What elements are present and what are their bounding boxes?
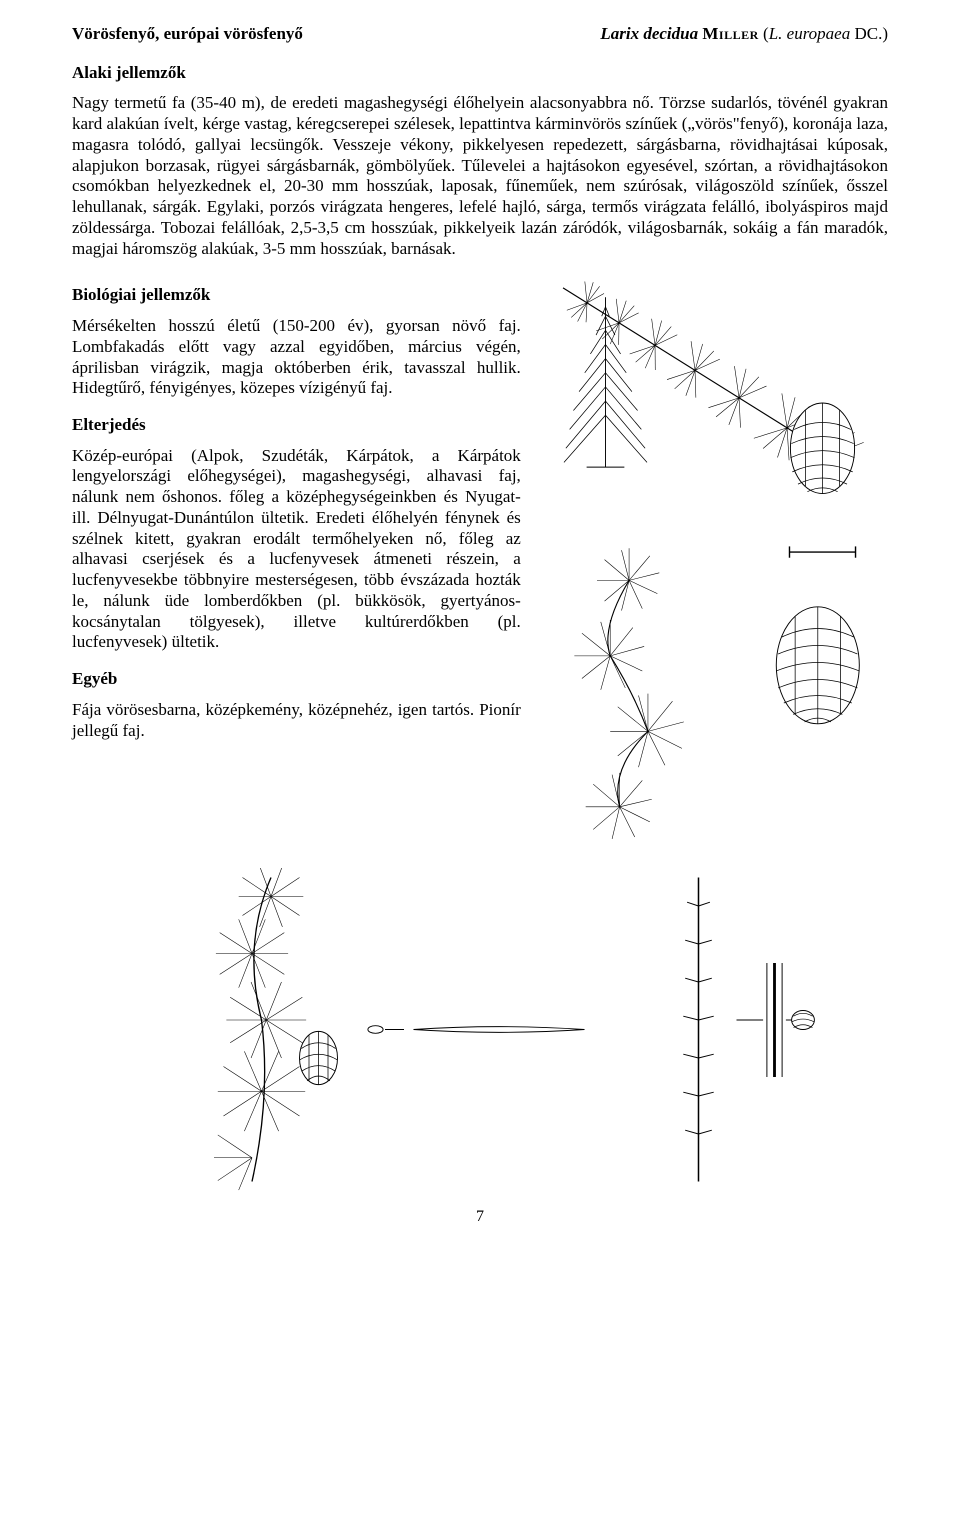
scientific-name: Larix decidua bbox=[600, 24, 698, 43]
para-elterjedes: Közép-európai (Alpok, Szudéták, Kárpátok… bbox=[72, 446, 521, 653]
synonym-auth: DC.) bbox=[850, 24, 888, 43]
scientific-name-block: Larix decidua Miller (L. europaea DC.) bbox=[600, 24, 888, 45]
heading-elterjedes: Elterjedés bbox=[72, 415, 521, 436]
left-text-column: Biológiai jellemzők Mérsékelten hosszú é… bbox=[72, 269, 521, 860]
authority: Miller bbox=[702, 24, 758, 43]
para-biologiai: Mérsékelten hosszú életű (150-200 év), g… bbox=[72, 316, 521, 399]
para-egyeb: Fája vörösesbarna, középkemény, középneh… bbox=[72, 700, 521, 741]
heading-biologiai: Biológiai jellemzők bbox=[72, 285, 521, 306]
synonym-name: L. europaea bbox=[769, 24, 851, 43]
illustration-bottom-wrapper bbox=[72, 868, 888, 1197]
illustration-top bbox=[544, 269, 884, 854]
page-number: 7 bbox=[72, 1207, 888, 1227]
synonym-open: ( bbox=[759, 24, 769, 43]
heading-egyeb: Egyéb bbox=[72, 669, 521, 690]
illustration-bottom bbox=[90, 868, 870, 1191]
page-header: Vörösfenyő, európai vörösfenyő Larix dec… bbox=[72, 24, 888, 45]
right-figure-column bbox=[541, 269, 888, 860]
two-column-region: Biológiai jellemzők Mérsékelten hosszú é… bbox=[72, 269, 888, 860]
para-alaki: Nagy termetű fa (35-40 m), de eredeti ma… bbox=[72, 93, 888, 259]
heading-alaki: Alaki jellemzők bbox=[72, 63, 888, 84]
common-name: Vörösfenyő, európai vörösfenyő bbox=[72, 24, 303, 45]
